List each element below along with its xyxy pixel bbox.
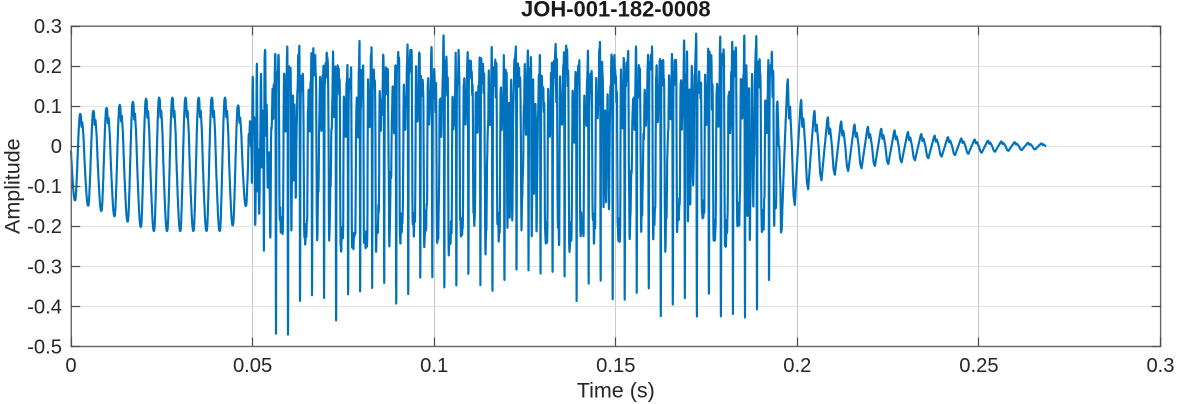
svg-text:0.15: 0.15 bbox=[596, 355, 635, 377]
svg-text:0: 0 bbox=[51, 136, 62, 158]
svg-text:-0.3: -0.3 bbox=[27, 256, 62, 278]
svg-text:0.1: 0.1 bbox=[34, 96, 62, 118]
svg-text:-0.4: -0.4 bbox=[27, 296, 62, 318]
svg-text:0: 0 bbox=[65, 355, 76, 377]
svg-text:0.3: 0.3 bbox=[1146, 355, 1174, 377]
svg-text:-0.5: -0.5 bbox=[27, 336, 62, 358]
svg-text:0.2: 0.2 bbox=[34, 56, 62, 78]
svg-text:0.25: 0.25 bbox=[959, 355, 998, 377]
svg-text:Amplitude: Amplitude bbox=[1, 138, 25, 234]
svg-text:0.3: 0.3 bbox=[34, 16, 62, 38]
svg-text:Time (s): Time (s) bbox=[577, 379, 655, 403]
svg-text:JOH-001-182-0008: JOH-001-182-0008 bbox=[521, 0, 711, 22]
svg-text:-0.1: -0.1 bbox=[27, 176, 62, 198]
svg-text:0.05: 0.05 bbox=[233, 355, 272, 377]
svg-text:0.2: 0.2 bbox=[783, 355, 811, 377]
svg-text:-0.2: -0.2 bbox=[27, 216, 62, 238]
svg-text:0.1: 0.1 bbox=[420, 355, 448, 377]
